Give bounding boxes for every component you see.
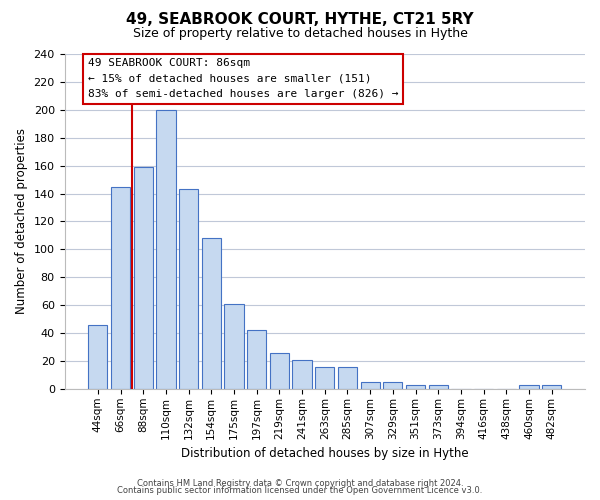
- Bar: [520, 384, 539, 389]
- Bar: [428, 384, 448, 389]
- Bar: [224, 304, 244, 389]
- Text: Size of property relative to detached houses in Hythe: Size of property relative to detached ho…: [133, 28, 467, 40]
- Bar: [179, 190, 198, 389]
- Bar: [270, 352, 289, 389]
- Bar: [156, 110, 176, 389]
- Bar: [406, 384, 425, 389]
- Bar: [338, 366, 357, 389]
- Bar: [134, 167, 153, 389]
- Text: Contains HM Land Registry data © Crown copyright and database right 2024.: Contains HM Land Registry data © Crown c…: [137, 478, 463, 488]
- Text: 49, SEABROOK COURT, HYTHE, CT21 5RY: 49, SEABROOK COURT, HYTHE, CT21 5RY: [126, 12, 474, 28]
- Text: 49 SEABROOK COURT: 86sqm
← 15% of detached houses are smaller (151)
83% of semi-: 49 SEABROOK COURT: 86sqm ← 15% of detach…: [88, 58, 398, 100]
- Bar: [88, 324, 107, 389]
- Bar: [361, 382, 380, 389]
- Bar: [292, 360, 312, 389]
- Text: Contains public sector information licensed under the Open Government Licence v3: Contains public sector information licen…: [118, 486, 482, 495]
- Y-axis label: Number of detached properties: Number of detached properties: [15, 128, 28, 314]
- Bar: [315, 366, 334, 389]
- Bar: [202, 238, 221, 389]
- Bar: [542, 384, 562, 389]
- X-axis label: Distribution of detached houses by size in Hythe: Distribution of detached houses by size …: [181, 447, 469, 460]
- Bar: [111, 186, 130, 389]
- Bar: [247, 330, 266, 389]
- Bar: [383, 382, 403, 389]
